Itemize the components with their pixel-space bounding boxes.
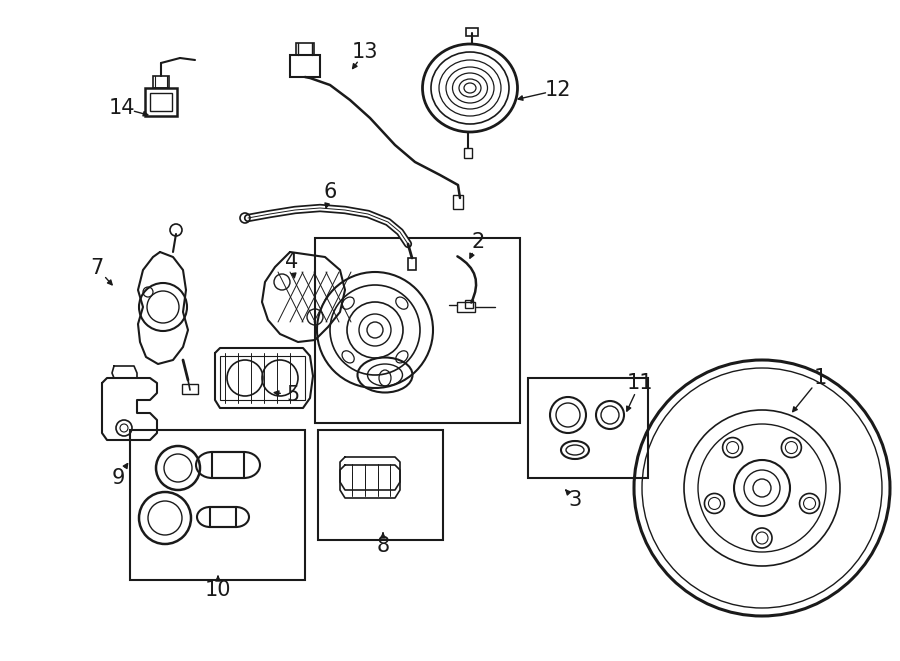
Bar [315,238,520,423]
Bar [466,28,478,36]
Text: 8: 8 [376,536,390,556]
Bar [153,76,169,88]
Text: 3: 3 [569,490,581,510]
Text: 12: 12 [544,80,572,100]
Bar [318,430,443,540]
Bar [408,258,416,270]
Text: 10: 10 [205,580,231,600]
Text: 11: 11 [626,373,653,393]
Bar [130,430,305,580]
Text: 14: 14 [109,98,135,118]
Bar [220,356,305,400]
Text: 6: 6 [323,182,337,202]
Bar [210,507,236,527]
Bar [150,93,172,111]
Bar [457,302,475,312]
Bar [464,148,472,158]
Text: 1: 1 [814,368,826,388]
Text: 4: 4 [285,252,299,272]
Text: 5: 5 [286,385,300,405]
Bar [182,384,198,394]
Bar [290,55,320,77]
Text: 13: 13 [352,42,378,62]
Text: 7: 7 [90,258,104,278]
Bar [296,43,314,55]
Bar [465,300,473,308]
Bar [453,195,463,209]
Bar [528,378,648,478]
Text: 9: 9 [112,468,125,488]
Bar [145,88,177,116]
Bar [212,452,244,478]
Text: 2: 2 [472,232,484,252]
